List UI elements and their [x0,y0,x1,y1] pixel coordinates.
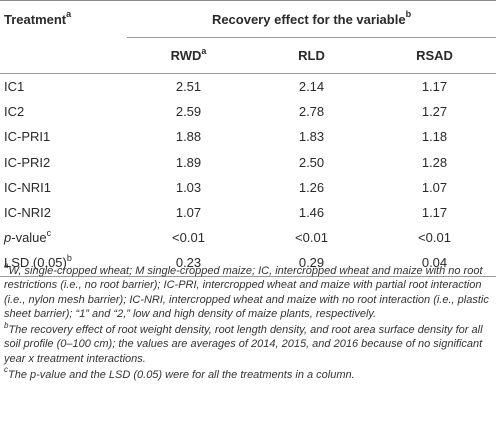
table-row: IC-NRI1 1.03 1.26 1.07 [0,175,496,200]
table-row: IC-NRI2 1.07 1.46 1.17 [0,200,496,225]
row-label: IC-NRI1 [4,179,51,195]
table-row: p-valuec <0.01 <0.01 <0.01 [0,225,496,250]
row-label: p-valuec [4,227,52,246]
table-cell: <0.01 [418,230,451,246]
recovery-effect-table: Treatmenta Recovery effect for the varia… [0,0,496,277]
data-table-figure: Treatmenta Recovery effect for the varia… [0,0,496,381]
table-footnotes: aW, single-cropped wheat; M single-cropp… [4,261,492,384]
table-cell: 1.07 [421,179,448,195]
table-cell: 0.23 [127,250,250,277]
column-header-rwd: RWDa [127,37,250,74]
table-cell: 1.07 [175,205,202,221]
table-row: IC1 2.51 2.14 1.17 [0,73,496,100]
row-label: LSD (0.05)b [0,250,127,277]
footnote-b: bThe recovery effect of root weight dens… [4,320,483,365]
table-cell: 1.03 [175,179,202,195]
table-cell: 2.59 [175,104,202,120]
table-cell: 1.28 [421,154,448,170]
footnote-c: cThe p-value and the LSD (0.05) were for… [4,365,355,382]
header-row-group: Treatmenta Recovery effect for the varia… [0,0,496,38]
row-label: IC-PRI2 [4,154,51,170]
table-cell: 0.04 [373,250,496,277]
row-label: IC1 [0,73,127,100]
recovery-effect-header: Recovery effect for the variableb [127,0,496,38]
column-header-rld: RLD [250,37,373,74]
table-cell: 1.27 [421,104,448,120]
header-blank-cell [0,38,127,74]
table-cell: 1.18 [421,129,448,145]
table-cell: <0.01 [295,230,328,246]
table-cell: <0.01 [172,230,205,246]
table-cell: 1.46 [298,205,325,221]
table-row: IC2 2.59 2.78 1.27 [0,99,496,124]
row-label: IC2 [4,104,25,120]
table-cell: 2.50 [298,154,325,170]
column-header-rsad: RSAD [373,37,496,74]
table-cell: 1.17 [373,73,496,100]
table-cell: 2.51 [127,73,250,100]
table-cell: 1.88 [175,129,202,145]
table-cell: 2.78 [298,104,325,120]
table-cell: 1.17 [421,205,448,221]
table-row: IC-PRI1 1.88 1.83 1.18 [0,124,496,149]
table-row: LSD (0.05)b 0.23 0.29 0.04 [0,250,496,277]
table-row: IC-PRI2 1.89 2.50 1.28 [0,150,496,175]
table-cell: 0.29 [250,250,373,277]
table-body: IC1 2.51 2.14 1.17 IC2 2.59 2.78 1.27 IC-PRI1 1.8… [0,73,496,277]
table-cell: 1.26 [298,179,325,195]
footnote-a: aW, single-cropped wheat; M single-cropp… [4,261,489,320]
header-row-columns: RWDa RLD RSAD [0,37,496,74]
row-label: IC-NRI2 [4,205,51,221]
treatment-header: Treatmenta [0,0,127,38]
table-cell: 2.14 [250,73,373,100]
row-label: IC-PRI1 [4,129,51,145]
table-cell: 1.89 [175,154,202,170]
table-cell: 1.83 [298,129,325,145]
